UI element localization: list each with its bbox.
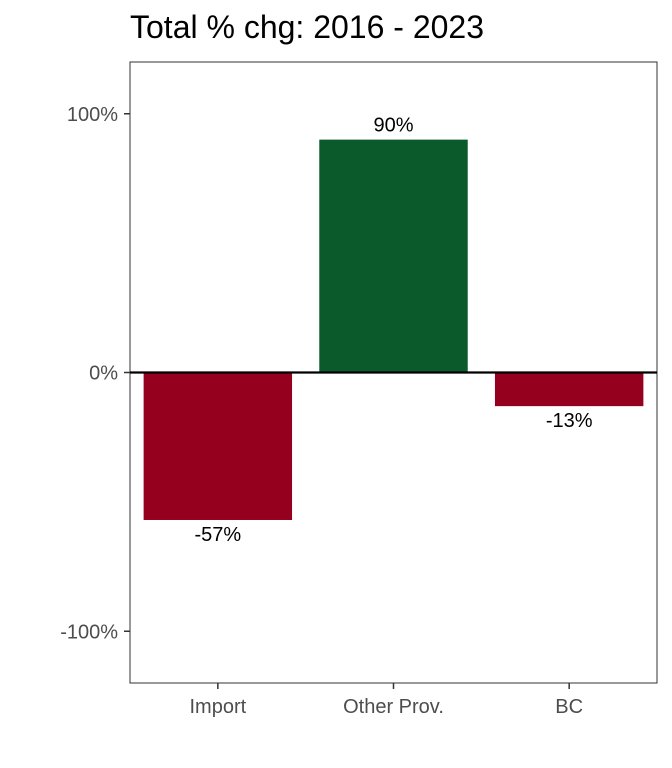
x-tick-label: BC [555, 696, 583, 718]
x-tick-label: Import [189, 696, 246, 718]
y-tick-label: 100% [67, 104, 118, 126]
bar [143, 372, 293, 520]
x-axis: Import Other Prov. BC [189, 683, 583, 718]
y-tick-label: -100% [60, 621, 118, 643]
data-label: -13% [546, 410, 593, 432]
data-label: 90% [373, 115, 413, 137]
data-label-group: -57% 90% -13% [194, 115, 592, 546]
y-axis: 100% 0% -100% [60, 104, 130, 643]
bar [319, 139, 468, 373]
y-tick-label: 0% [89, 363, 118, 385]
data-label: -57% [194, 524, 241, 546]
x-tick-label: Other Prov. [343, 696, 444, 718]
bar [494, 372, 644, 407]
bar-group [143, 139, 644, 520]
chart-title: Total % chg: 2016 - 2023 [130, 9, 484, 45]
